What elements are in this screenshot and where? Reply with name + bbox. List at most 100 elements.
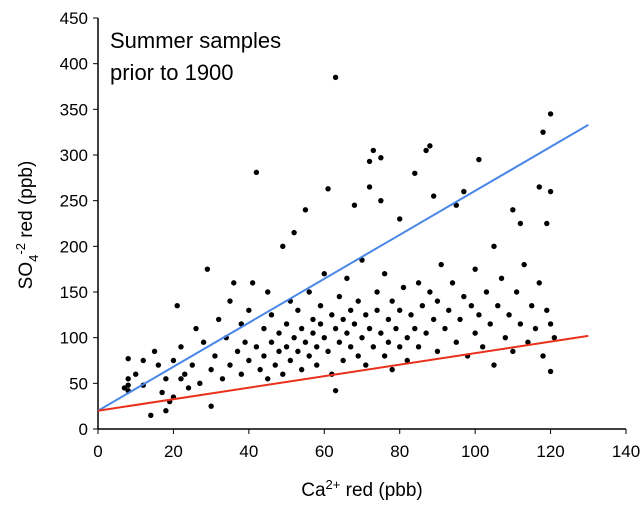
point	[378, 155, 384, 161]
point	[332, 325, 339, 332]
point	[332, 74, 339, 81]
point	[355, 353, 361, 359]
point	[291, 229, 297, 236]
y-tick-label: 350	[60, 100, 88, 119]
y-tick-label: 300	[60, 146, 88, 165]
point	[174, 303, 180, 309]
point	[378, 330, 384, 336]
point	[125, 355, 131, 362]
x-axis-label: Ca2+ red (pbb)	[301, 477, 423, 501]
point	[427, 143, 433, 149]
point	[340, 357, 346, 364]
point	[344, 330, 350, 336]
point	[272, 362, 278, 368]
point	[151, 348, 158, 355]
point	[381, 271, 388, 277]
point	[517, 321, 524, 327]
point	[363, 362, 369, 368]
point	[355, 298, 361, 304]
point	[321, 334, 327, 341]
point	[351, 321, 358, 327]
point	[148, 412, 154, 418]
y-tick-label: 0	[79, 420, 88, 439]
x-label-part: red (pbb)	[340, 480, 422, 501]
point	[325, 186, 331, 192]
point	[359, 334, 365, 341]
point	[317, 321, 324, 327]
point	[370, 344, 377, 350]
point	[461, 293, 467, 300]
point	[231, 280, 237, 286]
point	[536, 184, 542, 190]
point	[159, 389, 165, 396]
y-tick-label: 400	[60, 55, 88, 74]
point	[295, 307, 301, 313]
x-tick-label: 40	[239, 442, 258, 461]
point	[476, 156, 482, 163]
point	[453, 202, 459, 208]
x-tick-label: 0	[93, 442, 102, 461]
point	[306, 289, 312, 295]
y-tick-label: 200	[60, 237, 88, 256]
point	[340, 316, 346, 323]
reference-line	[97, 334, 589, 412]
point	[193, 325, 199, 332]
point	[268, 339, 275, 345]
point	[336, 293, 343, 300]
y-label-sub: 4	[26, 255, 41, 262]
point	[427, 289, 433, 295]
point	[404, 357, 410, 364]
point	[208, 403, 214, 409]
point	[374, 307, 380, 313]
point	[532, 325, 539, 332]
point	[238, 371, 245, 377]
point	[287, 357, 294, 364]
point	[197, 380, 203, 387]
point	[133, 371, 139, 377]
point	[325, 348, 331, 355]
point	[521, 261, 527, 268]
point	[121, 385, 128, 391]
x-label-sup: 2+	[326, 477, 341, 492]
point	[366, 184, 373, 190]
point	[547, 111, 554, 117]
x-tick-label: 100	[461, 442, 489, 461]
point	[430, 193, 437, 199]
y-tick-label: 150	[60, 283, 88, 302]
point	[253, 169, 260, 176]
x-tick-label: 80	[390, 442, 409, 461]
point	[517, 220, 524, 227]
point	[291, 334, 297, 341]
x-label-part: Ca	[301, 480, 326, 501]
point	[472, 330, 478, 336]
point	[544, 220, 550, 227]
point	[163, 376, 169, 382]
y-tick-label: 450	[60, 9, 88, 28]
point	[506, 312, 512, 318]
y-tick-label: 50	[69, 374, 88, 393]
point	[442, 325, 448, 332]
x-tick-label: 120	[536, 442, 564, 461]
point	[265, 376, 271, 382]
point	[412, 170, 418, 176]
point	[215, 316, 222, 323]
point	[491, 243, 497, 250]
y-label-part: SO	[16, 262, 37, 289]
point	[389, 366, 395, 373]
point	[314, 344, 320, 350]
point	[336, 339, 343, 345]
point	[280, 243, 286, 250]
point	[540, 353, 546, 359]
point	[283, 321, 290, 327]
point	[200, 339, 207, 345]
point	[544, 307, 550, 313]
point	[295, 348, 301, 355]
reference-line	[97, 123, 589, 412]
point	[204, 266, 211, 272]
x-tick-label: 140	[612, 442, 640, 461]
point	[302, 207, 309, 213]
point	[412, 325, 418, 332]
point	[347, 344, 354, 350]
annotation: prior to 1900	[110, 60, 234, 85]
